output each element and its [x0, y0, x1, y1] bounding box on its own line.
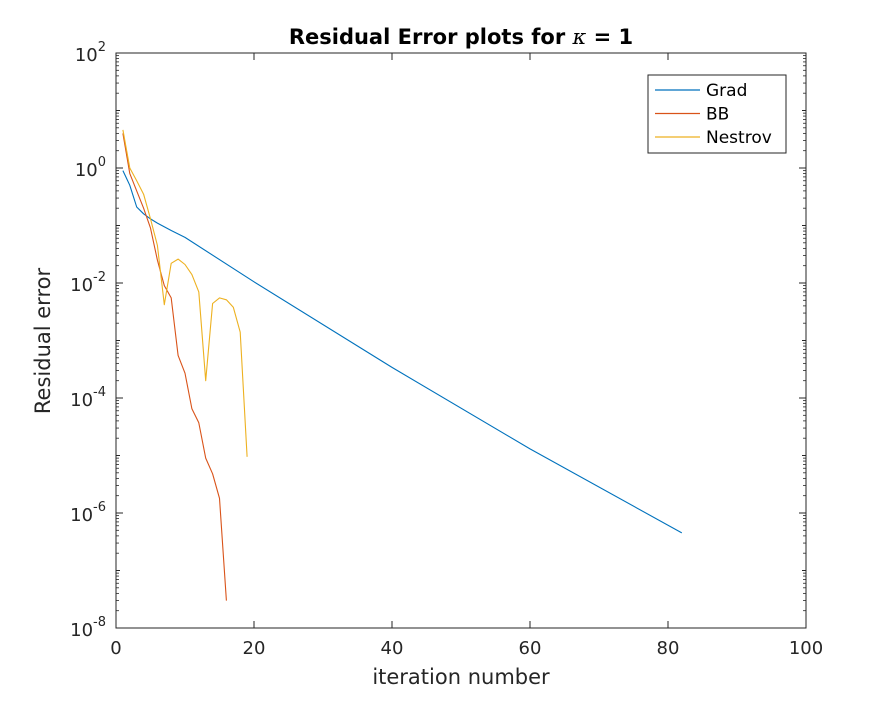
legend-label-bb: BB: [706, 105, 729, 125]
y-tick-label: 10-2: [70, 270, 106, 296]
y-tick-base: 10: [70, 620, 93, 641]
y-tick-base: 10: [70, 505, 93, 526]
y-tick-base: 10: [70, 390, 93, 411]
y-tick-exponent: -6: [93, 500, 106, 515]
y-tick-base: 10: [75, 160, 98, 181]
x-tick-label: 80: [657, 638, 680, 659]
x-tick-label: 40: [381, 638, 404, 659]
chart-title: Residual Error plots for κ = 1: [289, 25, 633, 49]
series-layer: [122, 129, 683, 601]
y-tick-label: 10-4: [70, 385, 106, 411]
y-tick-label: 102: [75, 40, 106, 66]
y-tick-exponent: -8: [93, 615, 106, 630]
x-axis-label: iteration number: [372, 665, 550, 689]
y-tick-exponent: 2: [98, 40, 106, 55]
chart-title-prefix: Residual Error plots for: [289, 25, 573, 49]
y-tick-label: 10-8: [70, 615, 106, 641]
x-axis: 0 20 40 60 80 100: [110, 53, 823, 659]
y-tick-exponent: 0: [98, 155, 106, 170]
legend-label-grad: Grad: [706, 81, 747, 101]
series-line-nestrov: [122, 129, 248, 457]
chart-title-symbol: κ: [572, 25, 587, 49]
y-tick-exponent: -2: [93, 270, 106, 285]
y-tick-base: 10: [75, 45, 98, 66]
x-tick-label: 20: [243, 638, 266, 659]
legend: Grad BB Nestrov: [647, 74, 787, 154]
chart-title-suffix: = 1: [586, 25, 633, 49]
y-tick-label: 10-6: [70, 500, 106, 526]
x-tick-label: 60: [519, 638, 542, 659]
x-tick-label: 0: [110, 638, 121, 659]
legend-label-nestrov: Nestrov: [706, 128, 772, 148]
y-tick-exponent: -4: [93, 385, 106, 400]
x-tick-label: 100: [789, 638, 823, 659]
series-line-grad: [122, 170, 683, 534]
series-line-bb: [122, 133, 227, 601]
y-tick-base: 10: [70, 275, 93, 296]
y-axis-label: Residual error: [31, 268, 55, 415]
y-tick-label: 100: [75, 155, 106, 181]
